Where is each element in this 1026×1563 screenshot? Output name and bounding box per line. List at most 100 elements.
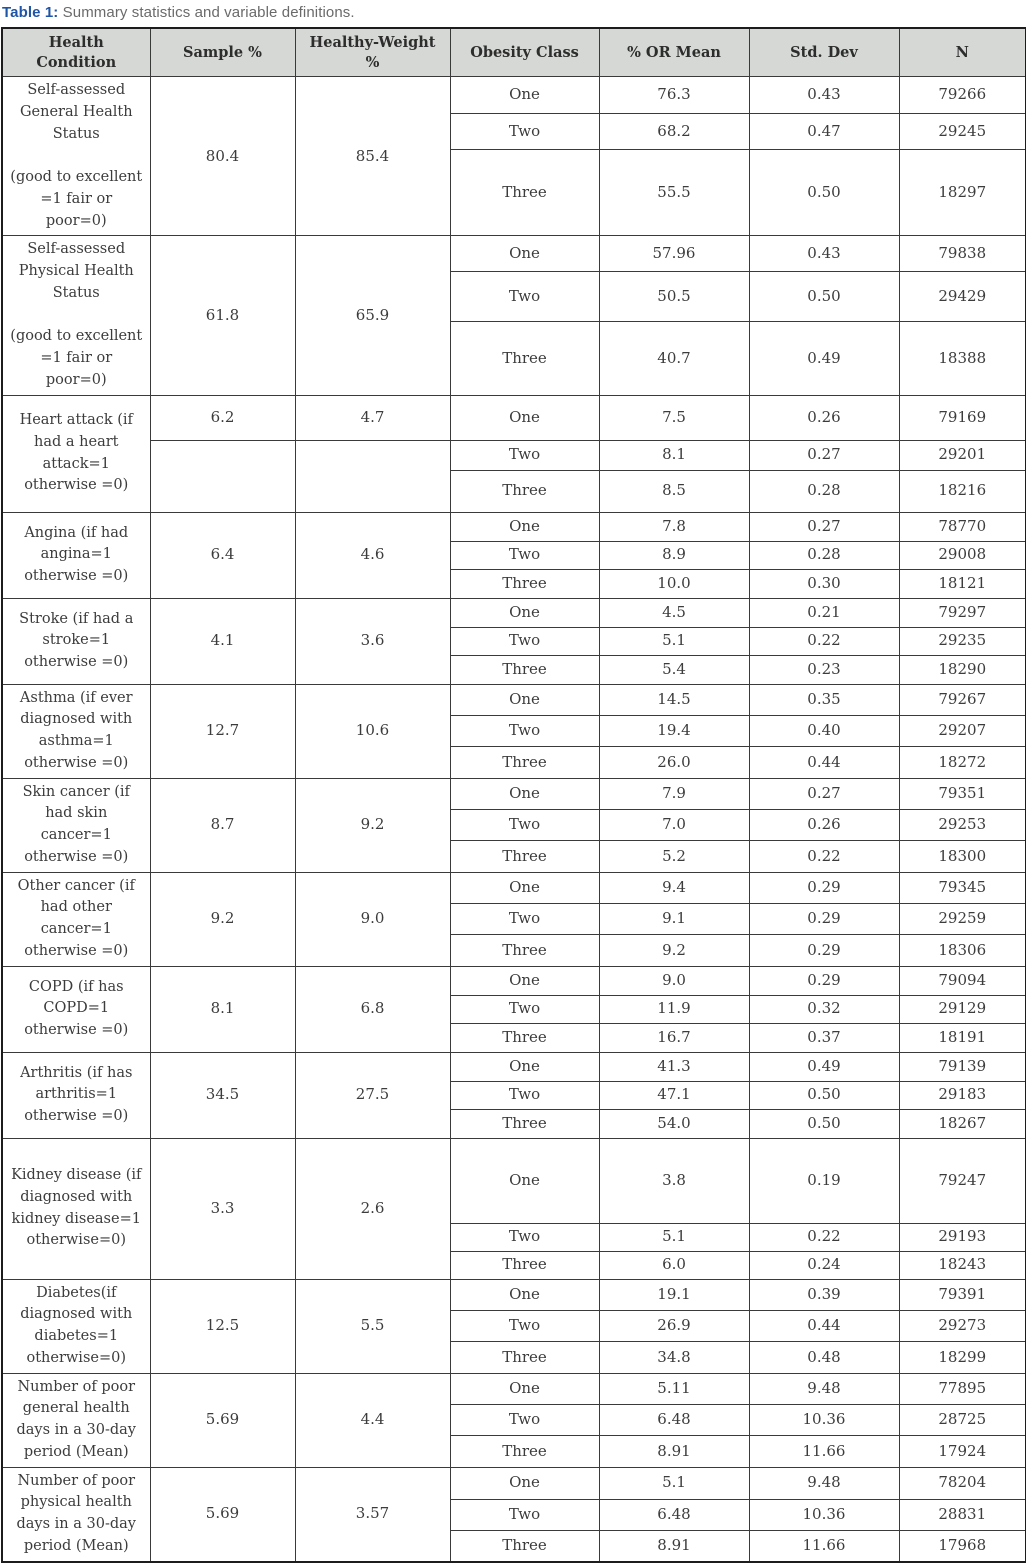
condition-cell: Diabetes(if diagnosed with diabetes=1 ot…: [1, 1278, 151, 1374]
or-mean-cell: 7.0: [598, 809, 750, 841]
or-mean-cell: 40.7: [598, 320, 750, 396]
healthy-weight-pct-cell: 2.6: [294, 1137, 451, 1280]
n-cell: 29273: [898, 1310, 1026, 1342]
std-dev-cell: 0.47: [748, 113, 900, 150]
table-row: Two 9.1 0.29 29259: [2, 903, 1026, 935]
or-mean-cell: 16.7: [598, 1022, 750, 1053]
n-cell: 29429: [898, 271, 1026, 322]
or-mean-cell: 5.4: [598, 654, 750, 685]
table-row: Three 5.2 0.22 18300: [2, 839, 1026, 873]
obesity-class-cell: Three: [449, 568, 600, 599]
condition-cell: Other cancer (if had other cancer=1 othe…: [1, 871, 151, 967]
obesity-class-cell: Two: [449, 994, 600, 1024]
healthy-weight-pct-cell: 9.2: [294, 777, 451, 873]
std-dev-cell: 0.26: [748, 394, 900, 441]
n-cell: 29259: [898, 903, 1026, 935]
or-mean-cell: 5.1: [598, 1466, 750, 1500]
std-dev-cell: 9.48: [748, 1466, 900, 1500]
std-dev-cell: 0.21: [748, 597, 900, 628]
n-cell: 18121: [898, 568, 1026, 599]
sample-pct-cell: 8.7: [149, 777, 296, 873]
obesity-class-cell: One: [449, 235, 600, 273]
obesity-class-cell: One: [449, 965, 600, 996]
or-mean-cell: 8.91: [598, 1434, 750, 1468]
table-caption: Table 1: Summary statistics and variable…: [0, 0, 1026, 27]
col-header-std-dev: Std. Dev: [748, 27, 900, 78]
obesity-class-cell: One: [449, 1137, 600, 1224]
n-cell: 79247: [898, 1137, 1026, 1224]
table-row: Two 11.9 0.32 29129: [2, 994, 1026, 1024]
healthy-weight-pct-cell: 4.4: [294, 1372, 451, 1468]
table-row: Two 47.1 0.50 29183: [2, 1080, 1026, 1110]
n-cell: 79351: [898, 777, 1026, 811]
or-mean-cell: 8.1: [598, 439, 750, 471]
n-cell: 29129: [898, 994, 1026, 1024]
table-row: Number of poor physical health days in a…: [1, 1466, 1026, 1563]
n-cell: 18297: [898, 148, 1026, 237]
std-dev-cell: 0.35: [748, 683, 900, 717]
std-dev-cell: 0.50: [748, 1108, 900, 1139]
table-row: Three 10.0 0.30 18121: [2, 568, 1026, 599]
or-mean-cell: 14.5: [598, 683, 750, 717]
table-row: Asthma (if ever diagnosed with asthma=1 …: [1, 683, 1026, 779]
table-row: Two 8.9 0.28 29008: [2, 540, 1026, 570]
table-row: Two 50.5 0.50 29429: [2, 271, 1026, 322]
summary-statistics-table: Health Condition Sample % Healthy-Weight…: [1, 27, 1026, 1563]
or-mean-cell: 5.11: [598, 1372, 750, 1406]
table-row: Two 7.0 0.26 29253: [2, 809, 1026, 841]
condition-cell: Self-assessed Physical Health Status (go…: [1, 235, 151, 396]
or-mean-cell: 7.5: [598, 394, 750, 441]
obesity-class-cell: Two: [449, 903, 600, 935]
col-header-or-mean: % OR Mean: [598, 27, 750, 78]
table-row: Two 68.2 0.47 29245: [2, 113, 1026, 150]
table-row: Diabetes(if diagnosed with diabetes=1 ot…: [1, 1278, 1026, 1374]
obesity-class-cell: Three: [449, 1340, 600, 1374]
healthy-weight-pct-cell: 3.6: [294, 597, 451, 685]
condition-cell: Heart attack (if had a heart attack=1 ot…: [1, 394, 151, 513]
obesity-class-cell: One: [449, 1466, 600, 1500]
std-dev-cell: 0.40: [748, 715, 900, 747]
col-header-sample-pct: Sample %: [149, 27, 296, 78]
sample-pct-cell: 8.1: [149, 965, 296, 1053]
std-dev-cell: 0.37: [748, 1022, 900, 1053]
or-mean-cell: 3.8: [598, 1137, 750, 1224]
table-row: Stroke (if had a stroke=1 otherwise =0) 4…: [1, 597, 1026, 685]
table-row: Number of poor general health days in a …: [1, 1372, 1026, 1468]
healthy-weight-pct-cell: 9.0: [294, 871, 451, 967]
obesity-class-cell: One: [449, 511, 600, 542]
obesity-class-cell: Two: [449, 1310, 600, 1342]
or-mean-cell: 9.4: [598, 871, 750, 905]
or-mean-cell: 5.1: [598, 626, 750, 656]
n-cell: 18216: [898, 469, 1026, 513]
n-cell: 79267: [898, 683, 1026, 717]
or-mean-cell: 26.0: [598, 745, 750, 779]
obesity-class-cell: Three: [449, 469, 600, 513]
table-row: Two 5.1 0.22 29193: [2, 1222, 1026, 1252]
healthy-weight-pct-cell: 4.6: [294, 511, 451, 599]
table-row: Arthritis (if has arthritis=1 otherwise …: [1, 1051, 1026, 1139]
condition-cell: Number of poor general health days in a …: [1, 1372, 151, 1468]
obesity-class-cell: Three: [449, 1250, 600, 1280]
sample-pct-cell: 34.5: [149, 1051, 296, 1139]
healthy-weight-pct-cell: 85.4: [294, 76, 451, 237]
table-row: Two 6.48 10.36 28725: [2, 1404, 1026, 1436]
or-mean-cell: 26.9: [598, 1310, 750, 1342]
table-row: Three 8.5 0.28 18216: [2, 469, 1026, 513]
std-dev-cell: 0.44: [748, 745, 900, 779]
n-cell: 79297: [898, 597, 1026, 628]
obesity-class-cell: One: [449, 777, 600, 811]
n-cell: 18300: [898, 839, 1026, 873]
or-mean-cell: 55.5: [598, 148, 750, 237]
sample-pct-empty-cell: [149, 439, 296, 513]
sample-pct-cell: 6.4: [149, 511, 296, 599]
n-cell: 78204: [898, 1466, 1026, 1500]
obesity-class-cell: Two: [449, 1404, 600, 1436]
std-dev-cell: 0.48: [748, 1340, 900, 1374]
std-dev-cell: 0.43: [748, 235, 900, 273]
obesity-class-cell: Three: [449, 1529, 600, 1563]
n-cell: 18388: [898, 320, 1026, 396]
n-cell: 18191: [898, 1022, 1026, 1053]
table-row: Two 5.1 0.22 29235: [2, 626, 1026, 656]
std-dev-cell: 0.23: [748, 654, 900, 685]
std-dev-cell: 0.24: [748, 1250, 900, 1280]
